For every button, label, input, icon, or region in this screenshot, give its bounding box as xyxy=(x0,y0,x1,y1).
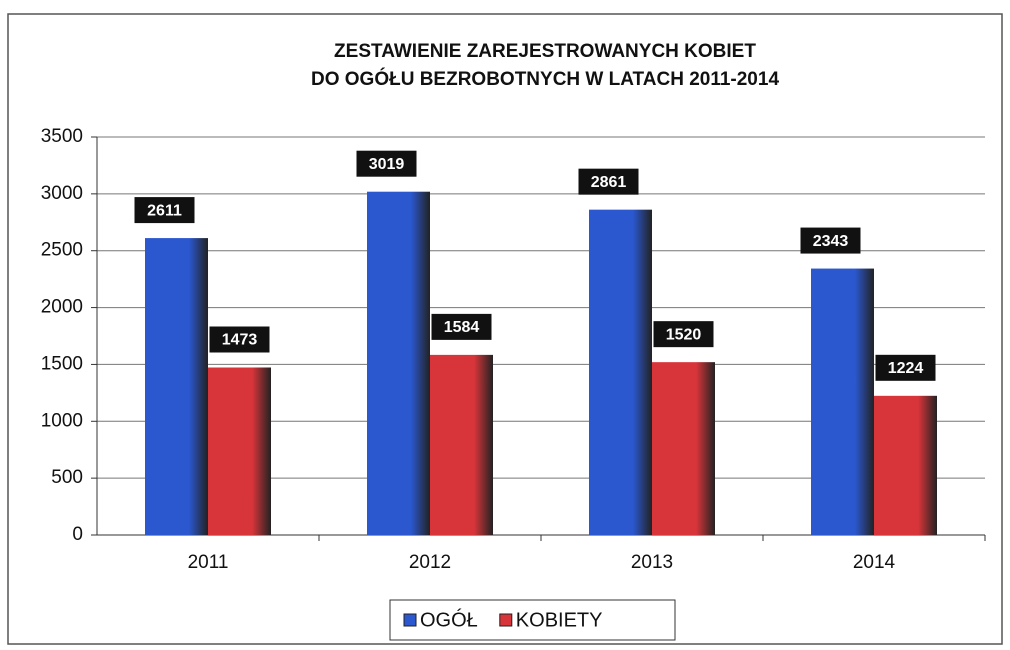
chart-title: DO OGÓŁU BEZROBOTNYCH W LATACH 2011-2014 xyxy=(311,68,779,90)
bar xyxy=(367,191,430,535)
data-label: 2861 xyxy=(591,174,627,191)
legend-box xyxy=(389,599,676,641)
bar xyxy=(652,362,715,535)
data-label-box xyxy=(134,197,195,224)
x-tick-label: 2013 xyxy=(631,552,673,573)
y-tick-label: 3000 xyxy=(41,183,83,204)
x-tick-label: 2012 xyxy=(409,552,451,573)
data-label: 1520 xyxy=(666,326,702,343)
y-tick-label: 1500 xyxy=(41,353,83,374)
bar xyxy=(430,354,493,535)
x-tick-label: 2011 xyxy=(188,552,229,573)
legend-swatch xyxy=(403,613,417,627)
y-tick-label: 0 xyxy=(72,524,83,545)
data-label-box xyxy=(356,150,417,177)
y-tick-label: 500 xyxy=(51,467,83,488)
y-tick-label: 3500 xyxy=(41,126,83,147)
data-label-box xyxy=(431,313,492,340)
y-tick-label: 1000 xyxy=(41,410,83,431)
data-label: 1584 xyxy=(444,319,480,336)
chart-title: ZESTAWIENIE ZAREJESTROWANYCH KOBIET xyxy=(334,41,756,62)
x-tick-label: 2014 xyxy=(853,552,896,573)
data-label: 2611 xyxy=(147,202,182,219)
y-tick-label: 2500 xyxy=(41,240,83,261)
legend-label: OGÓŁ xyxy=(420,608,478,631)
bar xyxy=(589,209,652,535)
legend-swatch xyxy=(499,613,513,627)
data-label-box xyxy=(875,354,936,381)
data-label-box xyxy=(209,326,270,353)
data-label: 1473 xyxy=(222,332,258,349)
bar xyxy=(874,395,937,535)
data-label-box xyxy=(578,168,639,195)
bar xyxy=(208,367,271,535)
data-label-box xyxy=(800,227,861,254)
data-label: 2343 xyxy=(813,233,849,250)
bar xyxy=(811,268,874,535)
data-label: 3019 xyxy=(369,156,405,173)
legend-label: KOBIETY xyxy=(516,609,603,631)
bar xyxy=(145,238,208,536)
data-label: 1224 xyxy=(888,360,924,377)
y-tick-label: 2000 xyxy=(41,297,83,318)
data-label-box xyxy=(653,321,714,348)
